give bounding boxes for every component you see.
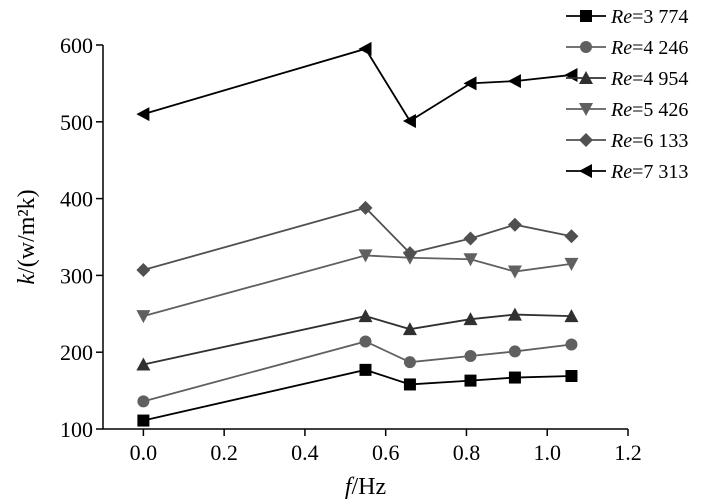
x-axis-title: f/Hz [345, 474, 386, 500]
data-point [403, 378, 416, 391]
legend-label: Re=6 133 [610, 130, 688, 152]
data-point [402, 246, 417, 261]
legend-item: Re=5 426 [566, 99, 688, 121]
legend-marker [579, 103, 593, 116]
data-point [358, 309, 373, 323]
data-point [508, 371, 521, 384]
y-axis-title: k/(w/m²k) [14, 189, 40, 284]
x-tick-label: 0.0 [130, 440, 158, 465]
series-line [143, 313, 572, 366]
data-point [463, 231, 478, 246]
legend-item: Re=4 954 [566, 68, 688, 90]
data-point [359, 335, 372, 348]
data-point [359, 363, 372, 376]
data-point [508, 345, 521, 358]
axes: 0.0 0.2 0.4 0.6 0.8 1.0 1.2 100 200 300 400 500 600 f… [14, 33, 642, 500]
legend-item: Re=6 133 [566, 130, 688, 152]
series-line [143, 340, 572, 403]
data-point [137, 395, 150, 408]
data-point [137, 414, 150, 427]
y-tick-label: 400 [60, 187, 93, 212]
data-point [136, 357, 151, 371]
y-tick-label: 200 [60, 340, 93, 365]
series-2 [137, 335, 578, 408]
series-5 [136, 200, 579, 278]
data-point [564, 67, 578, 82]
data-point [463, 312, 478, 326]
data-point [463, 76, 477, 91]
legend-label: Re=3 774 [610, 6, 688, 28]
x-tick-label: 0.2 [210, 440, 238, 465]
series-line [143, 254, 572, 317]
legend-item: Re=7 313 [566, 161, 688, 183]
series-6 [136, 41, 578, 129]
legend-marker [579, 71, 593, 84]
data-point [507, 307, 522, 321]
series-layer [136, 41, 579, 427]
y-tick-label: 600 [60, 33, 93, 58]
data-point [565, 370, 578, 383]
series-line [143, 206, 572, 271]
legend-marker [579, 164, 592, 178]
data-point [564, 309, 579, 323]
x-tick-label: 1.2 [614, 440, 642, 465]
x-tick-label: 0.4 [291, 440, 319, 465]
legend-marker [579, 133, 593, 147]
data-point [507, 217, 522, 232]
data-point [358, 200, 373, 215]
legend-item: Re=3 774 [566, 6, 688, 28]
data-point [136, 310, 151, 324]
y-tick-label: 100 [60, 417, 93, 442]
y-tick-label: 500 [60, 110, 93, 135]
data-point [403, 356, 416, 369]
data-point [136, 263, 151, 278]
data-point [402, 322, 417, 336]
series-3 [136, 307, 579, 371]
data-point [464, 374, 477, 387]
data-point [358, 41, 372, 56]
series-1 [137, 363, 578, 427]
data-point [463, 253, 478, 267]
legend-label: Re=5 426 [610, 99, 688, 121]
legend-label: Re=7 313 [610, 161, 688, 183]
data-point [136, 107, 150, 122]
data-point [507, 74, 521, 89]
legend-marker [580, 10, 592, 22]
legend-item: Re=4 246 [566, 37, 688, 59]
series-line [143, 368, 572, 422]
data-point [507, 265, 522, 279]
data-point [358, 249, 373, 263]
series-line [143, 47, 572, 123]
data-point [565, 338, 578, 351]
y-tick-label: 300 [60, 263, 93, 288]
legend: Re=3 774 Re=4 246 Re=4 954 Re=5 426 Re=6 133… [566, 6, 688, 183]
data-point [564, 257, 579, 271]
x-tick-label: 0.6 [372, 440, 400, 465]
data-point [402, 114, 416, 129]
legend-label: Re=4 954 [610, 68, 688, 90]
legend-marker [580, 41, 592, 53]
data-point [464, 350, 477, 363]
x-tick-label: 1.0 [533, 440, 561, 465]
x-tick-label: 0.8 [453, 440, 481, 465]
legend-label: Re=4 246 [610, 37, 688, 59]
data-point [564, 229, 579, 244]
series-4 [136, 249, 579, 324]
